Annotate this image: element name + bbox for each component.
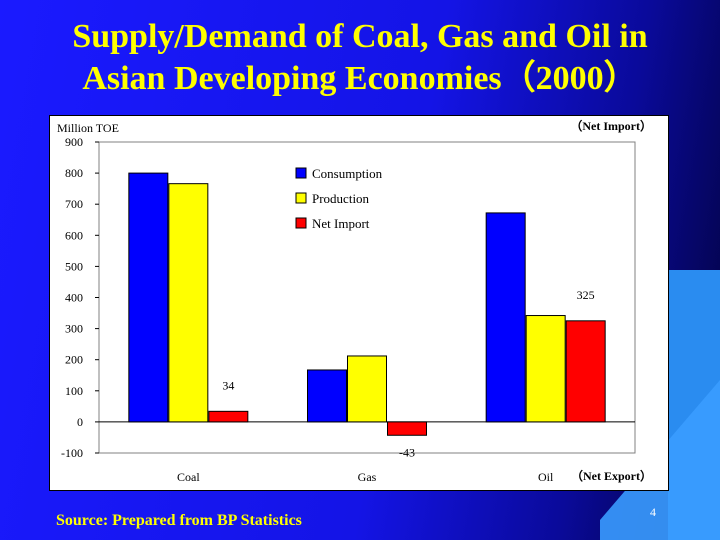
y-tick-label: 0 xyxy=(77,415,83,429)
bar-consumption xyxy=(128,172,169,423)
legend-label: Net Import xyxy=(312,216,370,231)
slide-title: Supply/Demand of Coal, Gas and Oil in As… xyxy=(0,16,720,100)
x-tick-label: Oil xyxy=(538,470,554,484)
data-label: 325 xyxy=(577,288,595,302)
bar-net-import xyxy=(565,320,606,423)
y-axis-label: Million TOE xyxy=(57,121,119,135)
bar-consumption xyxy=(485,212,526,423)
title-line-1: Supply/Demand of Coal, Gas and Oil in xyxy=(72,18,648,55)
legend-swatch xyxy=(295,217,307,229)
bar-consumption xyxy=(307,369,347,423)
bar-net-import xyxy=(387,421,427,436)
bar-production xyxy=(525,315,566,423)
chart-container: Million TOE 900 800 700 600 500 400 300 200 100 0 -… xyxy=(49,115,669,491)
annotation-net-import: （Net Import） xyxy=(570,118,652,133)
y-tick-label: 100 xyxy=(65,384,83,398)
y-tick-label: 700 xyxy=(65,197,83,211)
x-tick-label: Coal xyxy=(177,470,200,484)
legend-label: Production xyxy=(312,191,370,206)
source-note: Source: Prepared from BP Statistics xyxy=(56,512,302,529)
y-tick-label: 800 xyxy=(65,166,83,180)
legend-swatch xyxy=(295,192,307,204)
y-tick-label: 200 xyxy=(65,353,83,367)
bar-net-import xyxy=(208,410,249,423)
page-number: 4 xyxy=(650,505,656,519)
bar-production xyxy=(168,183,209,423)
legend-swatch xyxy=(295,167,307,179)
legend-label: Consumption xyxy=(312,166,383,181)
y-tick-label: 500 xyxy=(65,259,83,273)
y-tick-label: 400 xyxy=(65,291,83,305)
x-tick-label: Gas xyxy=(358,470,377,484)
y-tick-label: 900 xyxy=(65,135,83,149)
data-label: 34 xyxy=(222,378,234,392)
bar-production xyxy=(347,355,387,423)
y-tick-label: 300 xyxy=(65,322,83,336)
y-tick-label: -100 xyxy=(61,446,83,460)
annotation-net-export: （Net Export） xyxy=(571,468,652,483)
title-line-2: Asian Developing Economies（2000） xyxy=(82,60,638,97)
y-tick-label: 600 xyxy=(65,228,83,242)
data-label: -43 xyxy=(399,445,415,459)
